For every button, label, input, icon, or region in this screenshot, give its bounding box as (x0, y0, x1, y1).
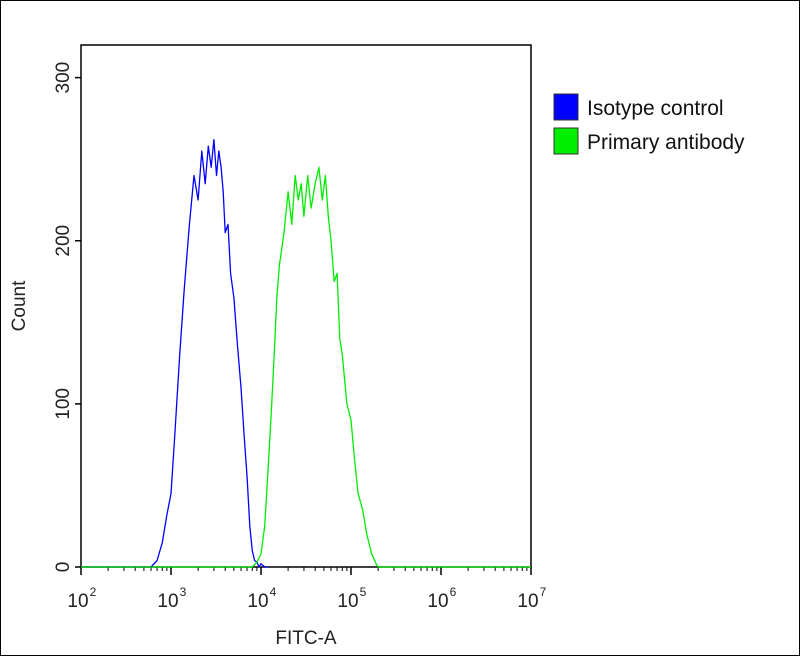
series-layer (81, 138, 531, 568)
x-tick-label: 10 2 (67, 585, 96, 612)
x-tick-label: 10 6 (427, 585, 456, 612)
y-tick-label: 300 (53, 62, 74, 94)
x-axis-title: FITC-A (275, 628, 337, 649)
x-tick-label: 10 4 (247, 585, 276, 612)
legend-swatch (553, 93, 579, 121)
x-tick-base: 10 (517, 591, 538, 612)
legend-item: Isotype control (553, 93, 724, 121)
y-tick-label: 200 (53, 225, 74, 257)
legend-item: Primary antibody (553, 127, 745, 155)
x-tick-exponent: 4 (270, 585, 277, 599)
legend-label: Isotype control (587, 97, 724, 120)
x-tick-exponent: 5 (360, 585, 367, 599)
label-layer: FITC-A Count (9, 280, 337, 649)
y-tick-label: 100 (53, 388, 74, 420)
x-tick-exponent: 7 (540, 585, 547, 599)
y-tick-label: 0 (53, 562, 74, 573)
x-tick-base: 10 (247, 591, 268, 612)
x-tick-label: 10 5 (337, 585, 366, 612)
isotype-control-line (81, 138, 269, 568)
y-axis-title: Count (9, 280, 30, 331)
primary-antibody-line (81, 166, 531, 568)
legend-swatch (553, 127, 579, 155)
x-tick-base: 10 (67, 591, 88, 612)
x-tick-exponent: 2 (90, 585, 97, 599)
x-tick-label: 10 7 (517, 585, 546, 612)
x-tick-exponent: 3 (180, 585, 187, 599)
x-tick-label: 10 3 (157, 585, 186, 612)
legend-label: Primary antibody (587, 131, 745, 154)
x-tick-base: 10 (157, 591, 178, 612)
x-tick-base: 10 (427, 591, 448, 612)
x-tick-exponent: 6 (450, 585, 457, 599)
x-tick-base: 10 (337, 591, 358, 612)
plot-frame (80, 44, 532, 568)
legend: Isotype control Primary antibody (553, 93, 745, 155)
